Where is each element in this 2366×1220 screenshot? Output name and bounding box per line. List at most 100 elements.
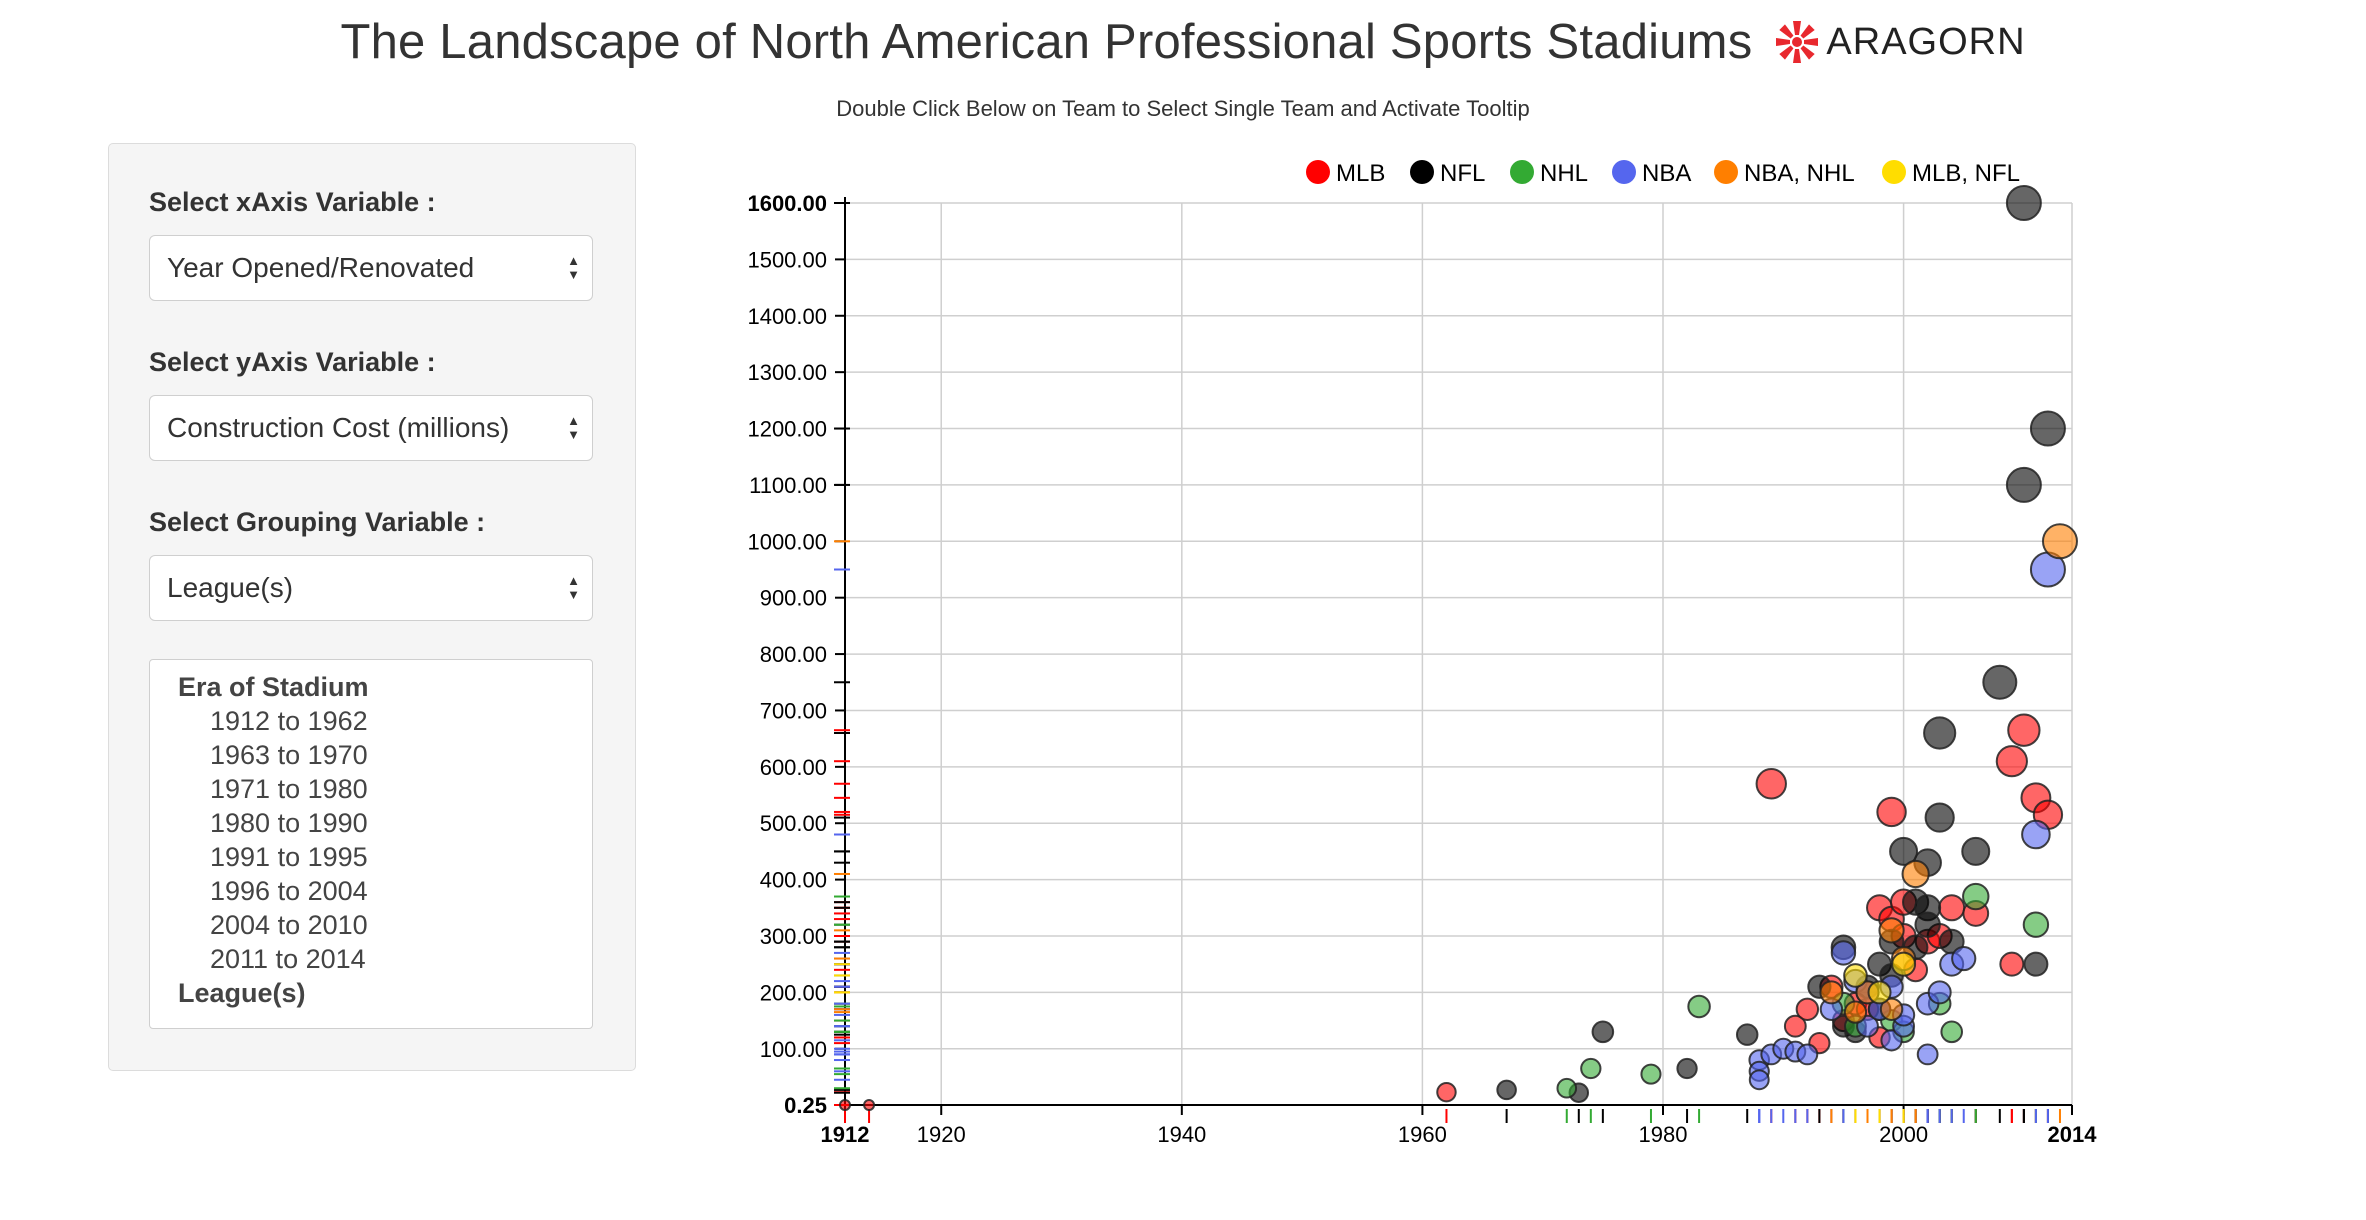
data-point[interactable] (1591, 1020, 1615, 1044)
data-point[interactable] (1940, 1020, 1964, 1044)
data-point[interactable] (1436, 1081, 1457, 1103)
y-tick-label: 1300.00 (747, 360, 827, 385)
data-point[interactable] (1995, 745, 2028, 778)
x-tick-label: 1980 (1639, 1122, 1688, 1147)
legend-swatch (1306, 160, 1330, 184)
listbox-option[interactable]: 1980 to 1990 (210, 808, 368, 838)
data-point[interactable] (1830, 940, 1857, 966)
data-point[interactable] (1916, 1043, 1939, 1066)
data-point[interactable] (1999, 951, 2025, 977)
data-point[interactable] (1843, 963, 1868, 988)
x-axis-select[interactable]: Year Opened/Renovated ▲ ▼ (149, 235, 593, 301)
listbox-option[interactable]: 1963 to 1970 (210, 740, 368, 770)
legend-swatch (1882, 160, 1906, 184)
data-point[interactable] (1867, 980, 1892, 1005)
listbox-option[interactable]: 1971 to 1980 (210, 774, 368, 804)
data-point[interactable] (1496, 1079, 1517, 1101)
aragorn-logo-icon (1776, 21, 1819, 63)
data-point[interactable] (1687, 994, 1711, 1019)
data-point[interactable] (1783, 1014, 1807, 1038)
legend-swatch (1410, 160, 1434, 184)
page-title: The Landscape of North American Professi… (340, 15, 1753, 69)
legend-label: NHL (1540, 160, 1588, 187)
data-point[interactable] (1819, 980, 1844, 1005)
data-point[interactable] (1962, 882, 1990, 911)
data-point[interactable] (2022, 911, 2050, 938)
data-point[interactable] (1676, 1057, 1698, 1080)
grouping-listbox[interactable]: Era of Stadium 1912 to 1962 1963 to 1970… (149, 659, 593, 1029)
x-tick-label: 1912 (821, 1122, 870, 1147)
y-tick-label: 600.00 (760, 755, 827, 780)
data-point[interactable] (1755, 768, 1787, 800)
listbox-option[interactable]: 1912 to 1962 (210, 706, 368, 736)
x-tick-label: 1940 (1157, 1122, 1206, 1147)
legend-label: NBA (1642, 160, 1691, 187)
y-tick-label: 1400.00 (747, 304, 827, 329)
legend-swatch (1714, 160, 1738, 184)
listbox-option[interactable]: 1996 to 2004 (210, 876, 368, 906)
y-tick-label: 300.00 (760, 924, 827, 949)
select-arrows-icon: ▲ ▼ (567, 413, 580, 442)
y-tick-label: 900.00 (760, 586, 827, 611)
chart-instructions: Double Click Below on Team to Select Sin… (836, 96, 1530, 121)
data-point[interactable] (1951, 945, 1977, 972)
data-point[interactable] (863, 1099, 876, 1111)
data-point[interactable] (2007, 713, 2041, 747)
y-tick-label: 0.25 (784, 1093, 827, 1118)
y-tick-label: 400.00 (760, 868, 827, 893)
data-point[interactable] (2029, 410, 2066, 447)
x-axis-label: Select xAxis Variable : (149, 187, 436, 217)
y-tick-label: 1600.00 (747, 191, 827, 216)
data-point[interactable] (1878, 917, 1905, 944)
data-point[interactable] (1843, 1000, 1868, 1024)
y-axis-select-value: Construction Cost (millions) (167, 412, 510, 443)
data-point[interactable] (1924, 802, 1955, 833)
data-points (839, 185, 2078, 1111)
y-tick-label: 1500.00 (747, 247, 827, 272)
control-panel: Select xAxis Variable : Year Opened/Reno… (108, 143, 636, 1071)
data-point[interactable] (1938, 894, 1966, 922)
data-point[interactable] (1876, 796, 1907, 828)
data-point[interactable] (1748, 1069, 1770, 1091)
listbox-option[interactable]: 2011 to 2014 (210, 944, 366, 974)
data-point[interactable] (1901, 859, 1930, 889)
data-point[interactable] (1914, 911, 1941, 938)
listbox-option[interactable]: 1991 to 1995 (210, 842, 368, 872)
data-point[interactable] (1891, 951, 1917, 977)
data-point[interactable] (2023, 951, 2049, 977)
logo-text: ARAGORN (1826, 20, 2026, 63)
data-point[interactable] (1796, 1043, 1819, 1066)
data-point[interactable] (839, 1099, 851, 1111)
data-point[interactable] (1640, 1063, 1662, 1085)
x-tick-label: 2000 (1879, 1122, 1928, 1147)
data-point[interactable] (1556, 1077, 1578, 1099)
x-tick-label: 2014 (2048, 1122, 2098, 1147)
data-point[interactable] (2041, 523, 2078, 560)
legend-swatch (1612, 160, 1636, 184)
grouping-select-value: League(s) (167, 572, 294, 603)
data-point[interactable] (1923, 716, 1957, 750)
grouping-select[interactable]: League(s) ▲ ▼ (149, 555, 593, 621)
data-point[interactable] (1879, 997, 1904, 1021)
x-tick-label: 1960 (1398, 1122, 1447, 1147)
listbox-group-era: Era of Stadium (178, 672, 369, 702)
grid (835, 202, 2073, 1115)
y-tick-label: 100.00 (760, 1037, 827, 1062)
x-axis-select-value: Year Opened/Renovated (167, 252, 475, 283)
data-point[interactable] (1982, 664, 2018, 700)
select-arrows-icon: ▲ ▼ (567, 253, 580, 282)
data-point[interactable] (1927, 980, 1952, 1005)
listbox-option[interactable]: 2004 to 2010 (210, 910, 368, 940)
data-point[interactable] (1961, 836, 1991, 866)
legend-label: MLB (1336, 160, 1385, 187)
data-point[interactable] (2005, 185, 2042, 221)
data-point[interactable] (1735, 1023, 1759, 1046)
data-point[interactable] (1795, 997, 1820, 1021)
data-point[interactable] (1580, 1057, 1602, 1080)
y-axis-select[interactable]: Construction Cost (millions) ▲ ▼ (149, 395, 593, 461)
data-point[interactable] (2021, 819, 2051, 850)
data-point[interactable] (2005, 466, 2042, 503)
legend-label: NBA, NHL (1744, 160, 1855, 187)
data-point[interactable] (1889, 836, 1919, 866)
